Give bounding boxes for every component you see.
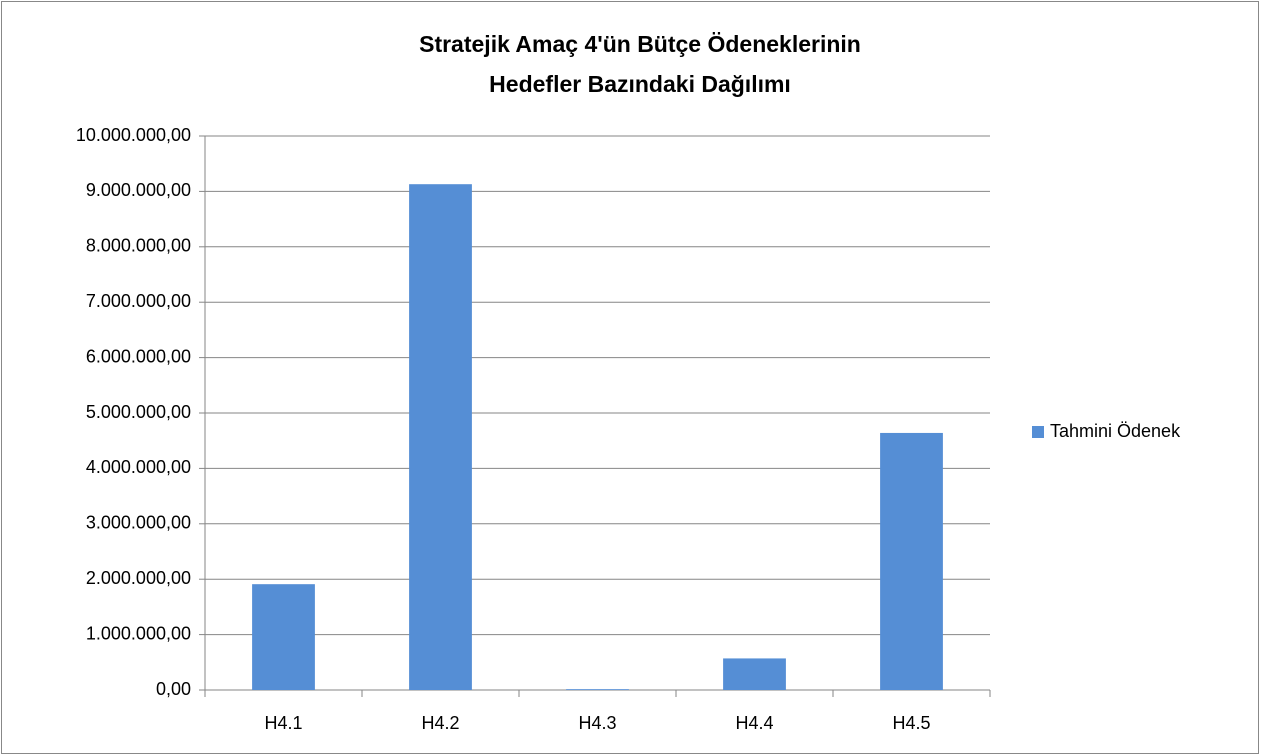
y-tick-label: 3.000.000,00 — [86, 513, 191, 533]
bar — [409, 184, 472, 690]
y-tick-label: 10.000.000,00 — [76, 125, 191, 145]
y-tick-label: 7.000.000,00 — [86, 291, 191, 311]
chart-title: Stratejik Amaç 4'ün Bütçe Ödeneklerinin — [419, 31, 861, 57]
y-tick-label: 5.000.000,00 — [86, 402, 191, 422]
x-tick-label: H4.4 — [735, 713, 773, 733]
x-tick-label: H4.1 — [264, 713, 302, 733]
bar — [252, 584, 315, 690]
y-tick-label: 6.000.000,00 — [86, 346, 191, 366]
x-tick-label: H4.2 — [421, 713, 459, 733]
y-tick-label: 1.000.000,00 — [86, 623, 191, 643]
y-tick-label: 4.000.000,00 — [86, 457, 191, 477]
y-tick-label: 9.000.000,00 — [86, 180, 191, 200]
x-tick-label: H4.5 — [892, 713, 930, 733]
y-tick-label: 8.000.000,00 — [86, 236, 191, 256]
chart-title: Hedefler Bazındaki Dağılımı — [489, 71, 791, 97]
y-tick-label: 0,00 — [156, 679, 191, 699]
bar — [566, 689, 629, 690]
legend-swatch — [1032, 426, 1044, 438]
x-tick-label: H4.3 — [578, 713, 616, 733]
bar — [880, 432, 943, 690]
bar — [723, 658, 786, 690]
legend-label: Tahmini Ödenek — [1050, 421, 1181, 441]
y-tick-label: 2.000.000,00 — [86, 568, 191, 588]
